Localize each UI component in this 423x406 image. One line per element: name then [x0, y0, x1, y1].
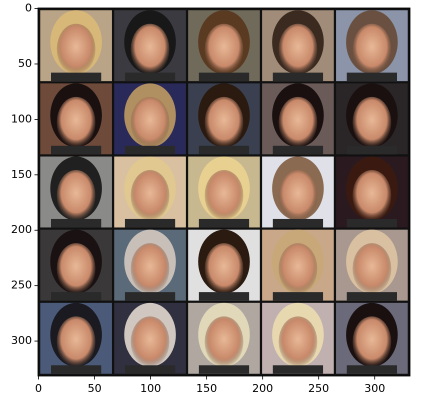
face — [278, 316, 318, 368]
face — [56, 243, 96, 295]
face — [130, 23, 170, 75]
face — [204, 23, 244, 75]
shoulders — [198, 365, 250, 374]
shoulders — [272, 72, 324, 82]
shoulders — [272, 365, 324, 374]
shoulders — [50, 292, 102, 301]
face — [204, 170, 244, 222]
y-tick-label: 150 — [11, 168, 32, 181]
face — [352, 96, 392, 148]
face — [352, 243, 392, 295]
face — [130, 243, 170, 295]
face — [352, 316, 392, 368]
x-tick-label: 100 — [140, 382, 161, 395]
x-tick-label: 0 — [35, 382, 42, 395]
shoulders — [50, 145, 102, 155]
face — [352, 170, 392, 222]
shoulders — [50, 72, 102, 82]
face — [204, 316, 244, 368]
shoulders — [124, 292, 176, 301]
shoulders — [198, 218, 250, 228]
x-tick-label: 300 — [364, 382, 385, 395]
axes: 0 50 100 150 200 250 300 0 50 100 150 200 250 300 — [11, 2, 411, 395]
shoulders — [198, 292, 250, 301]
y-tick-label: 100 — [11, 112, 32, 125]
y-tick-label: 0 — [25, 2, 32, 15]
y-tick-label: 300 — [11, 334, 32, 347]
shoulders — [272, 292, 324, 301]
face — [130, 316, 170, 368]
shoulders — [124, 218, 176, 228]
shoulders — [124, 365, 176, 374]
x-tick-label: 200 — [252, 382, 273, 395]
face — [204, 96, 244, 148]
face — [130, 96, 170, 148]
face — [204, 243, 244, 295]
face — [56, 23, 96, 75]
face — [278, 96, 318, 148]
x-tick-label: 250 — [308, 382, 329, 395]
shoulders — [50, 218, 102, 228]
shoulders — [346, 72, 398, 82]
shoulders — [198, 145, 250, 155]
face — [352, 23, 392, 75]
y-tick-label: 250 — [11, 279, 32, 292]
shoulders — [346, 218, 398, 228]
face — [278, 243, 318, 295]
shoulders — [346, 365, 398, 374]
x-tick-label: 50 — [88, 382, 102, 395]
shoulders — [50, 365, 102, 374]
shoulders — [346, 292, 398, 301]
shoulders — [124, 72, 176, 82]
face — [56, 96, 96, 148]
shoulders — [124, 145, 176, 155]
axes-frame — [37, 7, 411, 377]
y-tick-label: 200 — [11, 223, 32, 236]
face — [56, 170, 96, 222]
y-tick-label: 50 — [18, 57, 32, 70]
shoulders — [272, 218, 324, 228]
face — [130, 170, 170, 222]
face — [56, 316, 96, 368]
face — [278, 23, 318, 75]
x-tick-label: 150 — [196, 382, 217, 395]
shoulders — [198, 72, 250, 82]
shoulders — [272, 145, 324, 155]
shoulders — [346, 145, 398, 155]
image-area — [38, 8, 410, 376]
face — [278, 170, 318, 222]
